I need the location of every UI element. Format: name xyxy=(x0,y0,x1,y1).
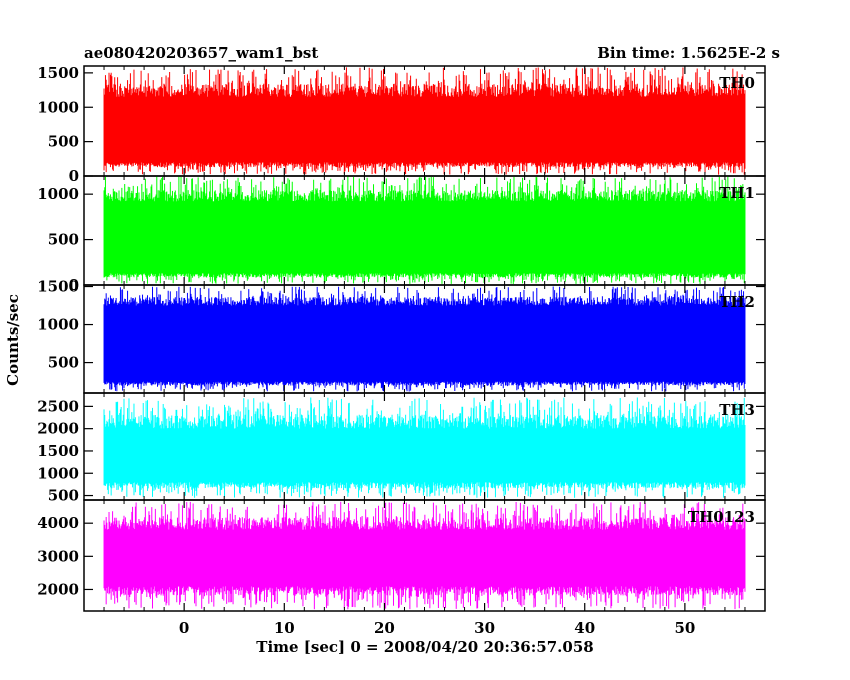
y-tick-label: 1500 xyxy=(37,278,79,296)
y-tick-label: 500 xyxy=(48,354,79,372)
panel-th1: 0 500 1000 TH1 xyxy=(37,175,766,294)
series-band-th1 xyxy=(104,201,745,274)
y-axis-label: Counts/sec xyxy=(4,294,22,386)
panel-th0123: 2000 3000 4000 TH0123 xyxy=(37,499,766,612)
y-tick-label: 1000 xyxy=(37,185,79,203)
chart-title-right: Bin time: 1.5625E-2 s xyxy=(597,44,780,62)
series-band-th2 xyxy=(104,305,745,382)
panel-th3: 500 1000 1500 2000 2500 TH3 xyxy=(37,392,766,505)
y-tick-label: 0 xyxy=(69,276,79,294)
series-band-th0 xyxy=(104,96,745,163)
y-tick-label: 2000 xyxy=(37,420,79,438)
x-tick-label: 20 xyxy=(374,619,395,637)
panel-label-th0: TH0 xyxy=(719,74,755,92)
panel-th2: 500 1000 1500 TH2 xyxy=(37,278,766,394)
y-tick-label: 1000 xyxy=(37,98,79,116)
y-tick-label: 1000 xyxy=(37,464,79,482)
panel-label-th2: TH2 xyxy=(719,293,755,311)
y-tick-label: 3000 xyxy=(37,547,79,565)
x-tick-label: 40 xyxy=(574,619,595,637)
x-tick-label: 0 xyxy=(179,619,189,637)
panel-th0: 0 500 1000 1500 TH0 xyxy=(37,64,766,185)
panel-label-th0123: TH0123 xyxy=(688,508,755,526)
panel-label-th1: TH1 xyxy=(719,184,755,202)
series-band-th0123 xyxy=(104,529,745,587)
y-tick-label: 0 xyxy=(69,167,79,185)
series-band-th3 xyxy=(104,428,745,483)
y-tick-label: 500 xyxy=(48,487,79,505)
y-tick-label: 500 xyxy=(48,133,79,151)
y-tick-label: 2500 xyxy=(37,397,79,415)
panel-label-th3: TH3 xyxy=(719,401,755,419)
x-axis-label: Time [sec] 0 = 2008/04/20 20:36:57.058 xyxy=(256,638,594,656)
chart-title-left: ae080420203657_wam1_bst xyxy=(84,44,319,62)
x-tick-label: 50 xyxy=(674,619,695,637)
x-tick-label: 30 xyxy=(474,619,495,637)
y-tick-label: 4000 xyxy=(37,514,79,532)
y-tick-label: 1500 xyxy=(37,442,79,460)
x-tick-label: 10 xyxy=(274,619,295,637)
y-tick-label: 500 xyxy=(48,231,79,249)
y-tick-label: 2000 xyxy=(37,580,79,598)
y-tick-label: 1000 xyxy=(37,316,79,334)
y-tick-label: 1500 xyxy=(37,64,79,82)
